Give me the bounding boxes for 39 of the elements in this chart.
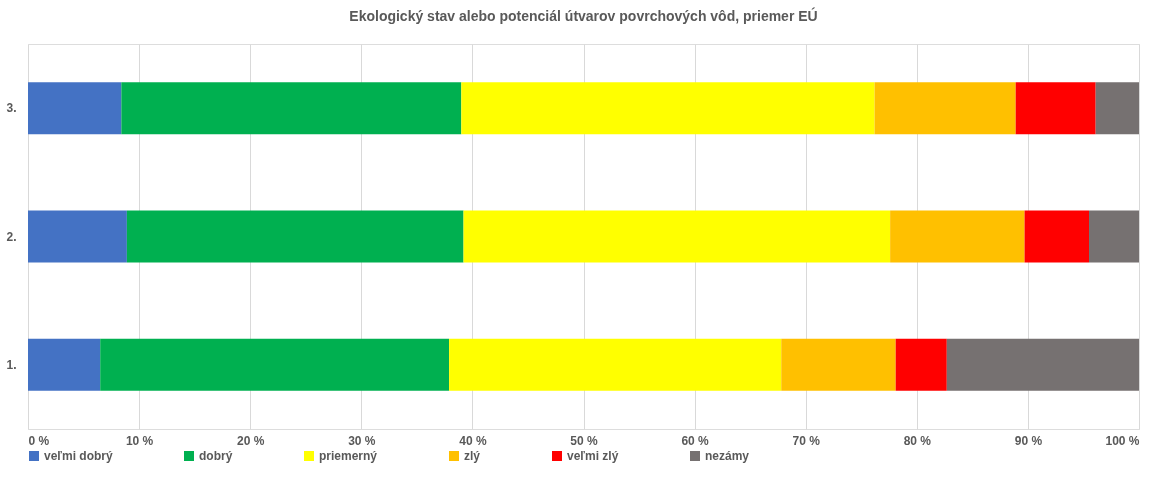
y-tick-label: 2. bbox=[6, 229, 17, 244]
bar bbox=[28, 210, 127, 263]
x-tick-label: 90 % bbox=[1014, 433, 1043, 448]
bar bbox=[100, 338, 450, 391]
bar bbox=[1095, 82, 1139, 135]
legend-label: veľmi dobrý bbox=[44, 449, 113, 463]
x-tick-label: 40 % bbox=[459, 433, 487, 448]
bar bbox=[28, 82, 122, 135]
x-tick-label: 10 % bbox=[125, 433, 154, 448]
legend-label: zlý bbox=[464, 449, 481, 463]
chart-title: Ekologický stav alebo potenciál útvarov povrchových vôd, priemer EÚ bbox=[349, 7, 818, 24]
bar bbox=[890, 210, 1025, 263]
bar bbox=[121, 82, 462, 135]
bar bbox=[126, 210, 464, 263]
legend-label: priemerný bbox=[319, 449, 378, 463]
bar bbox=[781, 338, 896, 391]
x-tick-label: 60 % bbox=[681, 433, 710, 448]
bar bbox=[28, 338, 101, 391]
x-tick-label: 0 % bbox=[28, 433, 50, 448]
x-tick-label: 100 % bbox=[1105, 433, 1140, 448]
bar bbox=[449, 338, 782, 391]
x-tick-label: 20 % bbox=[237, 433, 265, 448]
legend-label: veľmi zlý bbox=[567, 449, 619, 463]
x-tick-label: 30 % bbox=[348, 433, 376, 448]
y-tick-label: 1. bbox=[6, 357, 17, 372]
legend-label: dobrý bbox=[199, 449, 233, 463]
bar bbox=[946, 338, 1139, 391]
bar bbox=[1015, 82, 1096, 135]
x-tick-label: 70 % bbox=[792, 433, 821, 448]
bar bbox=[895, 338, 947, 391]
y-tick-label: 3. bbox=[6, 101, 17, 116]
bar bbox=[1089, 210, 1139, 263]
x-tick-label: 80 % bbox=[903, 433, 932, 448]
bar bbox=[874, 82, 1016, 135]
x-tick-label: 50 % bbox=[570, 433, 598, 448]
bar bbox=[461, 82, 875, 135]
legend-label: nezámy bbox=[705, 449, 750, 463]
bar bbox=[463, 210, 891, 263]
bar bbox=[1024, 210, 1089, 263]
